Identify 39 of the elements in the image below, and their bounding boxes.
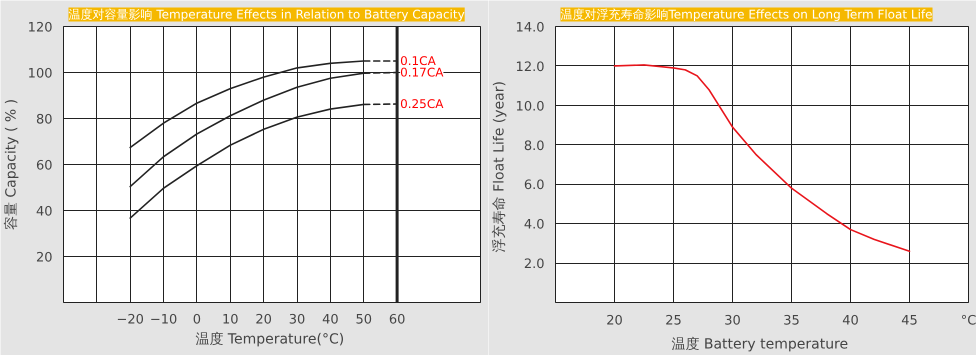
x-tick-label: −10	[150, 312, 178, 328]
x-tick-label: 20	[255, 312, 272, 328]
y-tick-label: 10.0	[516, 99, 545, 114]
y-tick-label: 2.0	[524, 257, 545, 272]
x-tick-label: 35	[783, 314, 800, 328]
series-label: 0.1CA	[400, 54, 437, 68]
series-label: 0.25CA	[400, 97, 444, 112]
x-tick-label: 60	[388, 312, 406, 328]
x-axis-title: 温度 Battery temperature	[671, 336, 848, 352]
y-tick-label: 4.0	[524, 218, 545, 233]
x-tick-label: −20	[116, 312, 144, 328]
y-tick-label: 120	[28, 20, 53, 36]
x-tick-label: 50	[355, 312, 372, 328]
x-tick-label: 40	[842, 314, 859, 328]
chart-title: 温度对容量影响 Temperature Effects in Relation to Battery Capacity	[68, 8, 465, 22]
x-tick-label: 10	[222, 312, 239, 328]
y-axis-title: 容量 Capacity ( % )	[4, 98, 20, 230]
series-label: 0.17CA	[400, 66, 444, 80]
x-tick-label: 40	[322, 312, 339, 328]
x-tick-label: 0	[192, 312, 202, 328]
x-tick-label: 20	[606, 314, 623, 328]
x-tick-label: 45	[901, 314, 918, 328]
y-tick-label: 40	[36, 204, 53, 220]
x-tick-label: °C	[960, 314, 976, 328]
x-tick-label: 30	[288, 312, 306, 328]
y-axis-title: 浮充寿命 Float Life (year)	[492, 81, 508, 252]
y-tick-label: 12.0	[516, 60, 545, 75]
y-tick-label: 80	[36, 112, 53, 128]
x-axis-title: 温度 Temperature(°C)	[195, 332, 344, 348]
y-tick-label: 14.0	[516, 20, 545, 36]
x-tick-label: 25	[665, 314, 682, 328]
y-tick-label: 20	[36, 250, 53, 266]
chart-title: 温度对浮充寿命影响Temperature Effects on Long Term Float Life	[560, 8, 933, 22]
y-tick-label: 100	[28, 66, 53, 82]
y-tick-label: 60	[36, 158, 53, 174]
x-tick-label: 30	[724, 314, 741, 328]
y-tick-label: 6.0	[524, 178, 545, 194]
y-tick-label: 8.0	[524, 138, 545, 154]
line-series	[614, 64, 910, 252]
